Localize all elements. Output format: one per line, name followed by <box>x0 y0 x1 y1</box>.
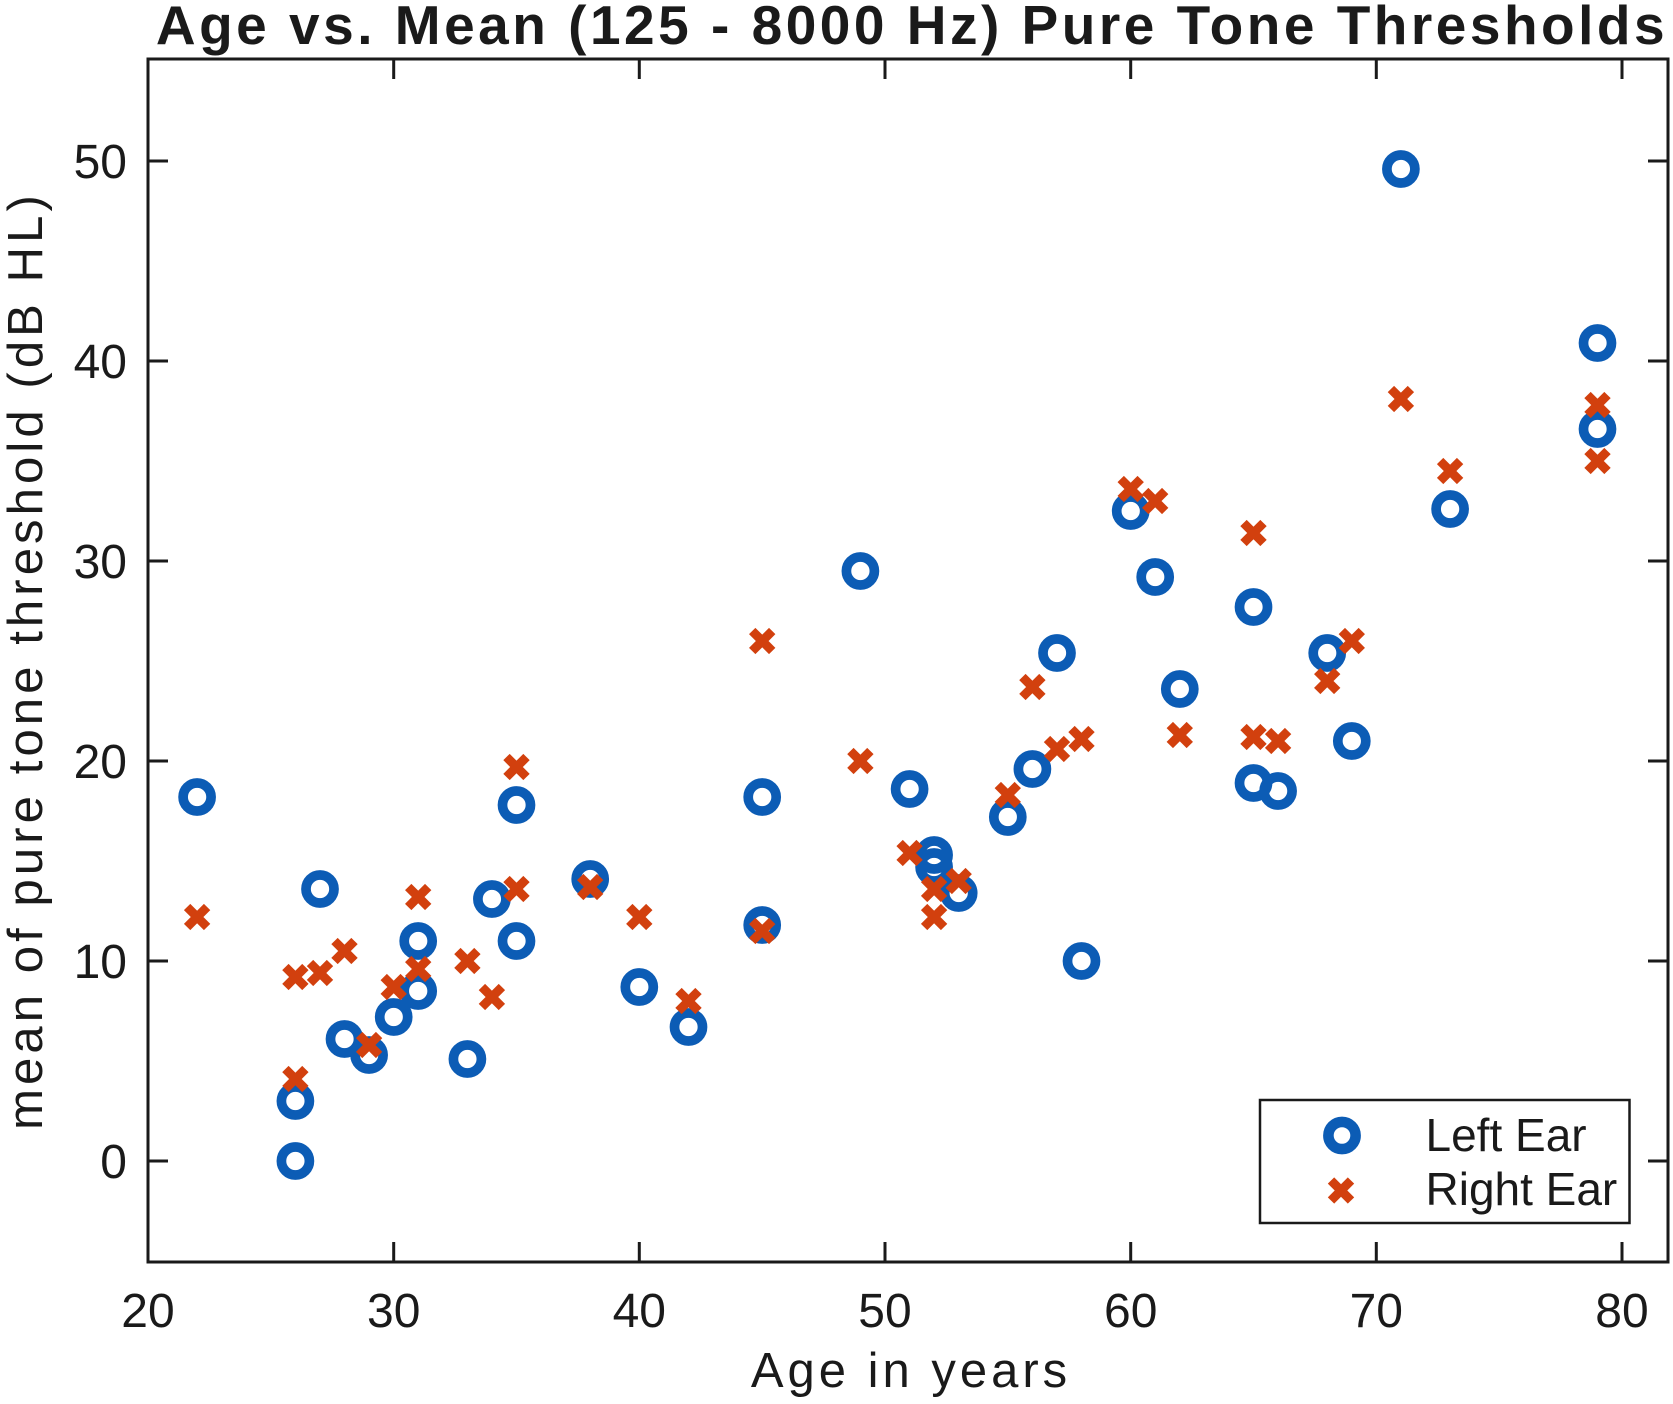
svg-text:mean of pure tone threshold (d: mean of pure tone threshold (dB HL) <box>0 191 53 1130</box>
svg-text:20: 20 <box>121 1285 174 1338</box>
svg-text:30: 30 <box>367 1285 420 1338</box>
svg-text:Right Ear: Right Ear <box>1426 1163 1618 1215</box>
svg-text:Age in years: Age in years <box>751 1344 1071 1398</box>
svg-text:20: 20 <box>74 736 127 789</box>
svg-text:50: 50 <box>74 136 127 189</box>
svg-text:30: 30 <box>74 536 127 589</box>
svg-text:10: 10 <box>74 936 127 989</box>
svg-text:60: 60 <box>1104 1285 1157 1338</box>
svg-text:40: 40 <box>74 336 127 389</box>
svg-text:0: 0 <box>100 1136 127 1189</box>
svg-text:Left Ear: Left Ear <box>1426 1109 1587 1161</box>
svg-text:50: 50 <box>858 1285 911 1338</box>
svg-text:40: 40 <box>613 1285 666 1338</box>
svg-text:70: 70 <box>1350 1285 1403 1338</box>
svg-text:Age vs. Mean (125 - 8000 Hz) P: Age vs. Mean (125 - 8000 Hz) Pure Tone T… <box>156 0 1668 56</box>
svg-text:80: 80 <box>1595 1285 1648 1338</box>
